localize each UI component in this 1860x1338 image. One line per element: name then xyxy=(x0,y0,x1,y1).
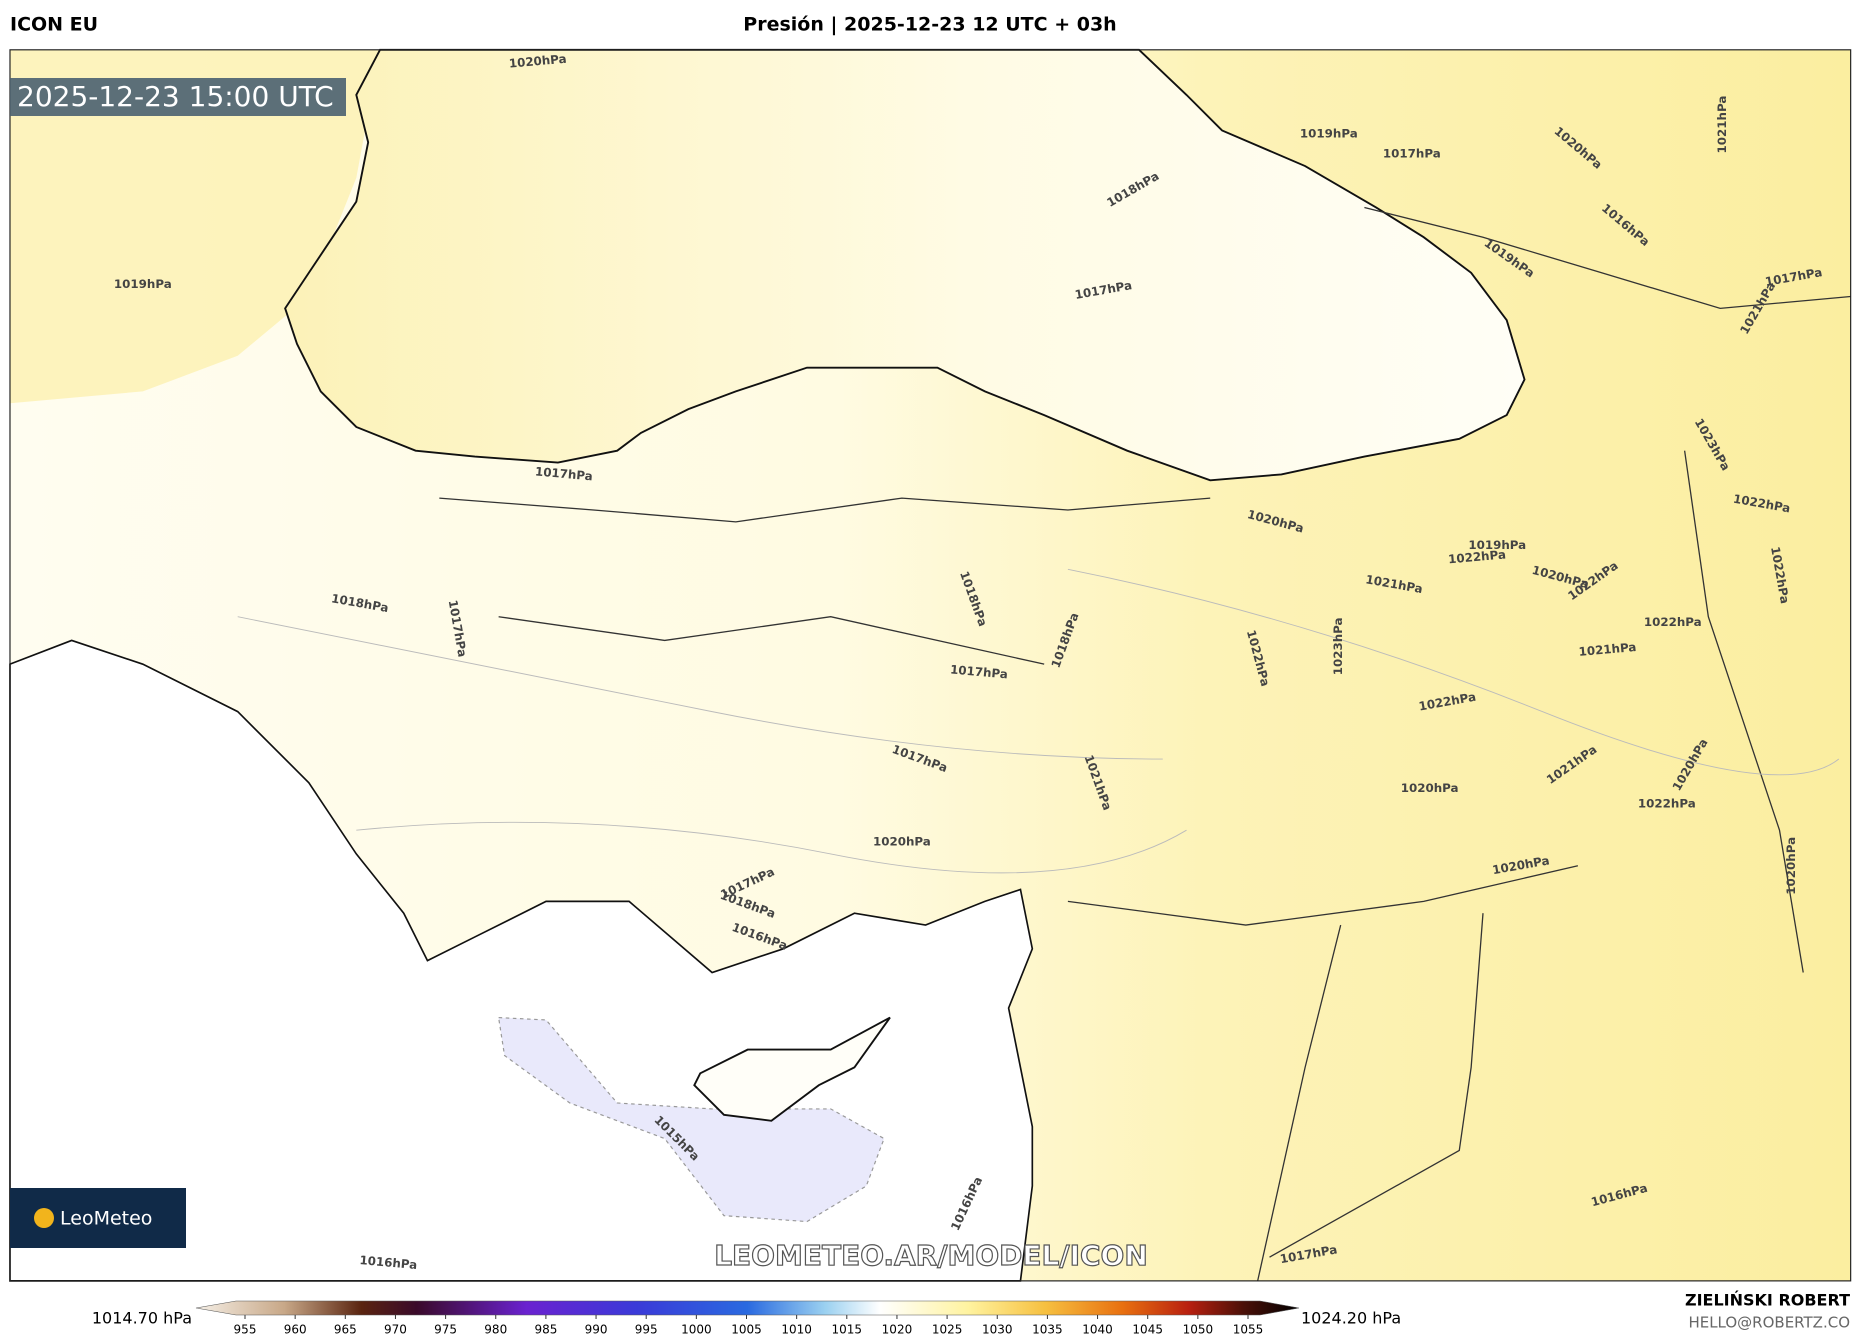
colorbar-ticks: 955 960 965 970 975 980 985 990 995 1000 1005 1010 1… xyxy=(234,1315,1264,1337)
contour-label: 1020hPa xyxy=(508,52,567,71)
cyprus xyxy=(693,1016,891,1122)
email: HELLO@ROBERTZ.CO xyxy=(1688,1314,1850,1332)
colorbar-tick-label: 960 xyxy=(284,1323,307,1337)
map-frame xyxy=(9,49,1852,1282)
model-name: ICON EU xyxy=(10,14,98,36)
colorbar-tick-label: 985 xyxy=(534,1323,557,1337)
colorbar-min: 1014.70 hPa xyxy=(92,1309,192,1328)
contour-label: 1019hPa xyxy=(1468,538,1526,552)
watermark: LEOMETEO.AR/MODEL/ICON xyxy=(714,1239,1148,1272)
colorbar-tick-label: 1005 xyxy=(731,1323,762,1337)
colorbar-tick-label: 990 xyxy=(585,1323,608,1337)
map-area: 1020hPa1019hPa1018hPa1017hPa1019hPa1017h… xyxy=(9,48,1852,1282)
colorbar-tick-label: 980 xyxy=(484,1323,507,1337)
contour-label: 1017hPa xyxy=(950,662,1009,681)
yellow-region xyxy=(9,49,381,404)
colorbar-tick-label: 1020 xyxy=(882,1323,913,1337)
black-sea xyxy=(284,48,1526,482)
contour-label: 1020hPa xyxy=(873,835,931,849)
contour-label: 1023hPa xyxy=(1331,617,1345,675)
colorbar-max: 1024.20 hPa xyxy=(1301,1309,1401,1328)
contour-label: 1017hPa xyxy=(1383,147,1441,161)
contour-label: 1019hPa xyxy=(1300,127,1358,141)
colorbar-tick-label: 1055 xyxy=(1233,1323,1264,1337)
colorbar-tick-label: 1045 xyxy=(1132,1323,1163,1337)
contour-label: 1020hPa xyxy=(1784,837,1798,895)
colorbar-tick-label: 995 xyxy=(635,1323,658,1337)
colorbar xyxy=(195,1300,1300,1316)
colorbar-tick-label: 970 xyxy=(384,1323,407,1337)
logo-sun xyxy=(34,1208,54,1228)
colorbar-tick-label: 1050 xyxy=(1183,1323,1214,1337)
colorbar-tick-label: 955 xyxy=(234,1323,257,1337)
timestamp-box xyxy=(10,78,346,116)
contour-label: 1016hPa xyxy=(359,1253,418,1272)
contours xyxy=(237,568,1840,874)
colorbar-tick-label: 1030 xyxy=(982,1323,1013,1337)
low-pressure-area xyxy=(497,1016,885,1223)
colorbar-tick-label: 1000 xyxy=(681,1323,712,1337)
timestamp: 2025-12-23 15:00 UTC xyxy=(17,80,334,113)
colorbar-tick-label: 1010 xyxy=(781,1323,812,1337)
colorbar-tick-label: 1035 xyxy=(1032,1323,1063,1337)
contour-label: 1020hPa xyxy=(1401,781,1459,795)
contour-label: 1022hPa xyxy=(1644,615,1702,629)
contour-label: 1021hPa xyxy=(1578,640,1637,659)
colorbar-tick-label: 1040 xyxy=(1082,1323,1113,1337)
contour-label: 1021hPa xyxy=(1715,96,1729,154)
colorbar-tick-label: 965 xyxy=(334,1323,357,1337)
colorbar-tick-label: 975 xyxy=(434,1323,457,1337)
contour-label: 1022hPa xyxy=(1448,547,1507,566)
contour-label: 1017hPa xyxy=(534,464,593,483)
map-title: Presión | 2025-12-23 12 UTC + 03h xyxy=(743,14,1116,36)
borders xyxy=(439,206,1851,1282)
author: ZIELIŃSKI ROBERT xyxy=(1685,1291,1850,1310)
colorbar-tick-label: 1015 xyxy=(832,1323,863,1337)
contour-label: 1019hPa xyxy=(114,277,172,291)
logo-text: LeoMeteo xyxy=(60,1208,152,1230)
colorbar-tick-label: 1025 xyxy=(932,1323,963,1337)
contour-label: 1022hPa xyxy=(1638,797,1696,811)
